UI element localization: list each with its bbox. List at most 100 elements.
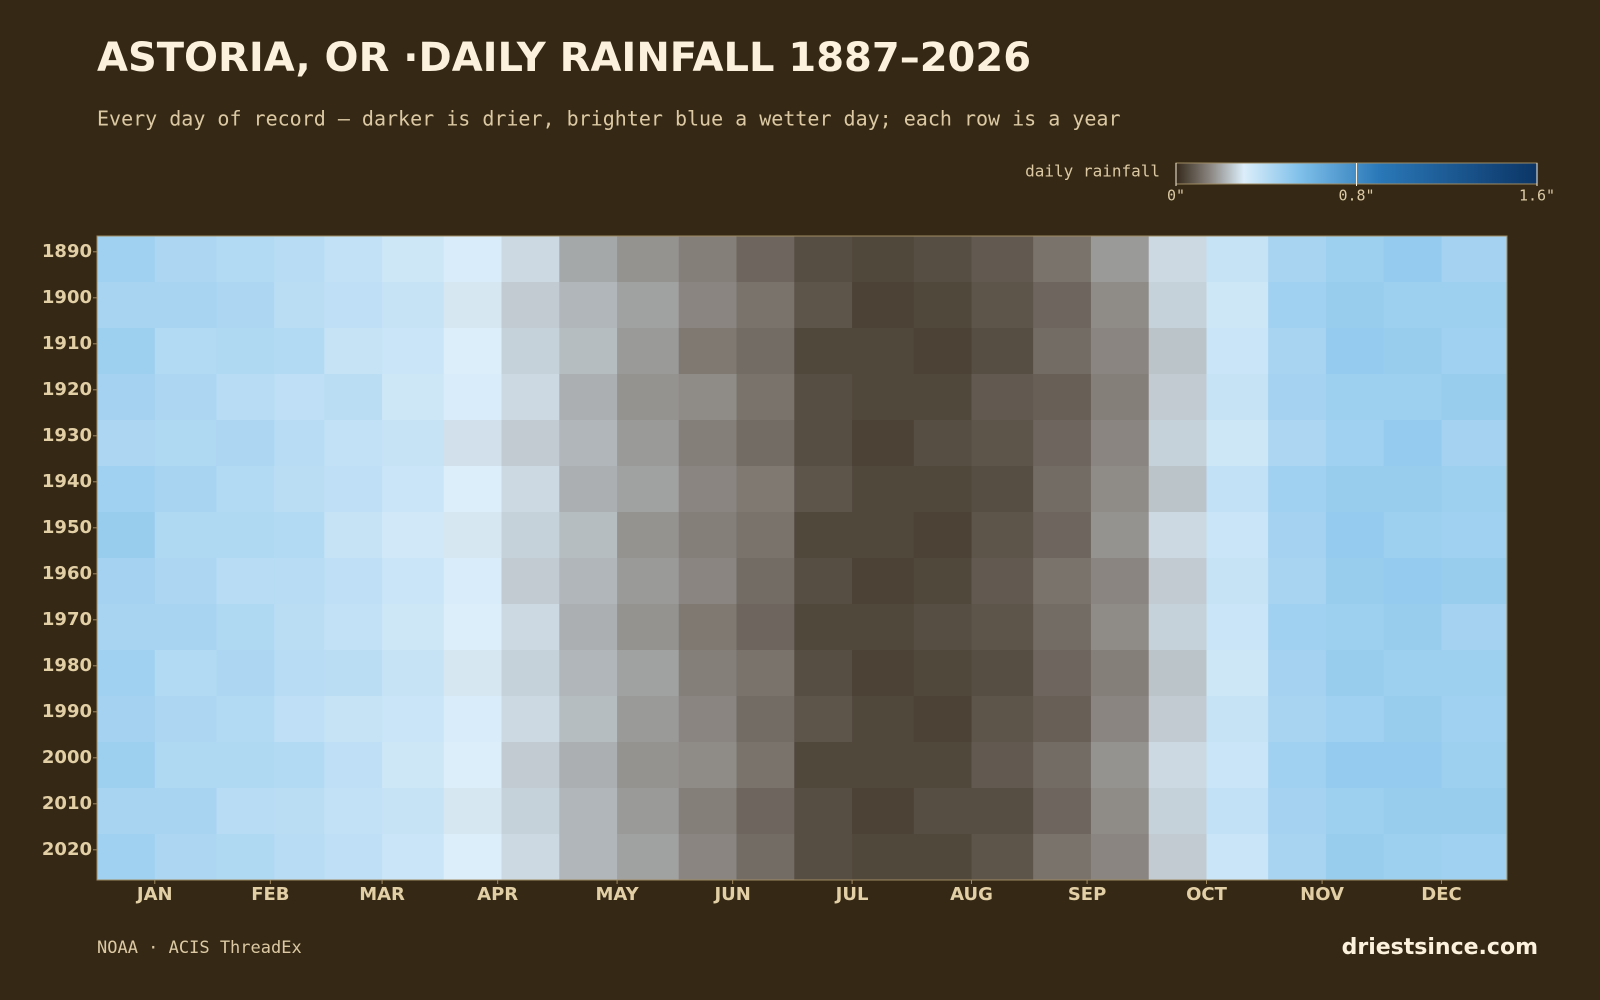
- heat-cell: [501, 420, 560, 467]
- heat-cell: [1268, 512, 1327, 559]
- heat-cell: [913, 742, 973, 789]
- heat-cell: [501, 742, 560, 789]
- heat-cell: [1090, 742, 1150, 789]
- heat-cell: [1383, 834, 1443, 881]
- heat-cell: [324, 650, 383, 697]
- heat-cell: [1090, 328, 1150, 375]
- heat-cell: [913, 834, 973, 881]
- colorbar-tick-label: 0": [1167, 187, 1185, 205]
- heat-cell: [382, 742, 445, 789]
- heat-cell: [1268, 834, 1327, 881]
- heat-cell: [1033, 696, 1092, 743]
- x-tick-label: JUN: [712, 884, 750, 905]
- heat-cell: [1033, 742, 1092, 789]
- heat-cell: [1090, 788, 1150, 835]
- y-tick-label: 1920: [42, 379, 92, 400]
- heat-cell: [1206, 604, 1269, 651]
- heat-cell: [216, 696, 275, 743]
- heat-cell: [1033, 558, 1092, 605]
- heat-cell: [154, 788, 217, 835]
- brand: driestsince.com: [1342, 935, 1538, 960]
- heat-cell: [1325, 650, 1385, 697]
- y-tick-label: 2000: [42, 747, 92, 768]
- y-tick-label: 1980: [42, 655, 92, 676]
- heat-cell: [913, 236, 973, 283]
- heat-cell: [794, 696, 853, 743]
- y-tick-label: 1970: [42, 609, 92, 630]
- heat-cell: [97, 374, 156, 421]
- heat-cell: [736, 420, 795, 467]
- heat-cell: [274, 512, 325, 559]
- heat-cell: [736, 650, 795, 697]
- heat-cell: [382, 466, 445, 513]
- heat-cell: [852, 742, 915, 789]
- heat-cell: [736, 834, 795, 881]
- heat-cell: [1383, 420, 1443, 467]
- heat-cell: [1268, 420, 1327, 467]
- heat-cell: [617, 420, 680, 467]
- heat-cell: [559, 788, 618, 835]
- heat-cell: [852, 328, 915, 375]
- heat-cell: [913, 328, 973, 375]
- heat-cell: [1325, 742, 1385, 789]
- y-tick-label: 1910: [42, 333, 92, 354]
- heat-cell: [1033, 374, 1092, 421]
- y-tick-label: 1900: [42, 287, 92, 308]
- heat-cell: [678, 328, 738, 375]
- heat-cell: [443, 328, 503, 375]
- heat-cell: [617, 742, 680, 789]
- heat-cell: [971, 650, 1034, 697]
- heat-cell: [736, 374, 795, 421]
- heat-cell: [1148, 374, 1208, 421]
- heat-cell: [443, 604, 503, 651]
- heat-cell: [678, 650, 738, 697]
- heat-cell: [216, 236, 275, 283]
- heat-cell: [1206, 328, 1269, 375]
- heat-cell: [216, 558, 275, 605]
- heat-cell: [971, 466, 1034, 513]
- heat-cell: [678, 512, 738, 559]
- heat-cell: [501, 650, 560, 697]
- heat-cell: [1090, 282, 1150, 329]
- heat-cell: [1148, 512, 1208, 559]
- heat-cell: [443, 512, 503, 559]
- heat-cell: [97, 558, 156, 605]
- heat-cell: [324, 558, 383, 605]
- heat-cell: [971, 788, 1034, 835]
- heat-cell: [1441, 650, 1508, 697]
- heat-cell: [501, 466, 560, 513]
- heat-cell: [794, 420, 853, 467]
- heat-cell: [736, 282, 795, 329]
- heat-cell: [1383, 696, 1443, 743]
- heat-cell: [1383, 282, 1443, 329]
- heat-cell: [216, 466, 275, 513]
- heat-cell: [852, 374, 915, 421]
- heat-cell: [913, 650, 973, 697]
- heat-cell: [971, 282, 1034, 329]
- heat-cell: [154, 558, 217, 605]
- heat-cell: [274, 282, 325, 329]
- chart-title: ASTORIA, OR ·DAILY RAINFALL 1887–2026: [97, 35, 1031, 81]
- heat-cell: [852, 236, 915, 283]
- heat-cell: [1090, 512, 1150, 559]
- heat-cell: [382, 696, 445, 743]
- heat-cell: [97, 650, 156, 697]
- heat-cell: [443, 650, 503, 697]
- heat-cell: [97, 236, 156, 283]
- heat-cell: [324, 328, 383, 375]
- heat-cell: [324, 512, 383, 559]
- heat-cell: [1206, 696, 1269, 743]
- heat-cell: [1090, 834, 1150, 881]
- y-tick-label: 1990: [42, 701, 92, 722]
- heat-cell: [559, 236, 618, 283]
- heat-cell: [852, 558, 915, 605]
- heat-cell: [736, 604, 795, 651]
- heat-cell: [794, 512, 853, 559]
- heat-cell: [501, 328, 560, 375]
- heat-cell: [1090, 696, 1150, 743]
- heat-cell: [154, 282, 217, 329]
- heat-cell: [216, 374, 275, 421]
- heat-cell: [617, 466, 680, 513]
- heat-cell: [736, 328, 795, 375]
- heat-cell: [1441, 604, 1508, 651]
